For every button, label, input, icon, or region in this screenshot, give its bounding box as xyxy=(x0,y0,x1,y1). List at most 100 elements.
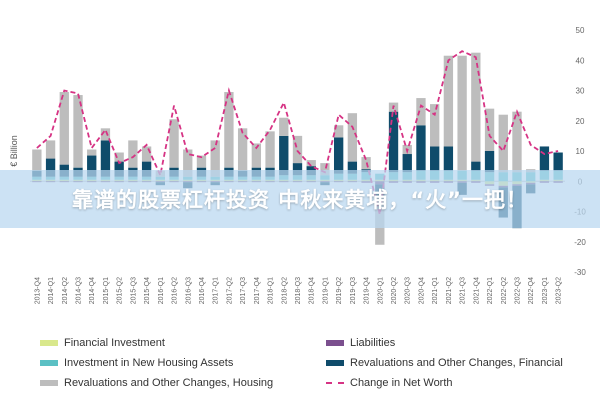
x-tick-label: 2019-Q1 xyxy=(322,277,329,304)
stacked-bar-chart: -30-20-1001020304050€ Billion2013-Q42014… xyxy=(9,26,586,304)
overlay-banner xyxy=(0,170,600,228)
x-tick-label: 2018-Q1 xyxy=(268,277,275,304)
legend-item-investment-new-housing: Investment in New Housing Assets xyxy=(40,357,233,369)
bar-revaluations-and-other-changes-housing xyxy=(416,98,426,126)
legend-swatch xyxy=(40,380,58,387)
x-tick-label: 2018-Q2 xyxy=(281,277,288,304)
x-tick-label: 2019-Q4 xyxy=(364,277,371,304)
x-tick-label: 2014-Q4 xyxy=(89,277,96,304)
x-tick-label: 2018-Q3 xyxy=(295,277,302,304)
x-tick-label: 2017-Q3 xyxy=(240,277,247,304)
bar-revaluations-and-other-changes-housing xyxy=(457,55,467,171)
y-tick-label: 40 xyxy=(576,56,585,65)
legend-item-liabilities: Liabilities xyxy=(326,337,395,349)
legend-swatch xyxy=(326,360,344,367)
bar-revaluations-and-other-changes-housing xyxy=(292,135,303,164)
y-axis-label: € Billion xyxy=(9,135,19,167)
bar-revaluations-and-other-changes-housing xyxy=(45,140,56,159)
bar-revaluations-and-other-changes-financial xyxy=(347,161,358,174)
bar-revaluations-and-other-changes-housing xyxy=(237,128,248,171)
bar-revaluations-and-other-changes-housing xyxy=(128,140,138,168)
y-tick-label: 30 xyxy=(576,87,585,96)
x-tick-label: 2015-Q1 xyxy=(103,277,110,304)
x-tick-label: 2015-Q4 xyxy=(144,277,151,304)
x-tick-label: 2016-Q4 xyxy=(199,277,206,304)
bar-revaluations-and-other-changes-financial xyxy=(388,111,399,173)
x-tick-label: 2021-Q2 xyxy=(446,277,453,304)
x-tick-label: 2016-Q1 xyxy=(158,277,165,304)
bar-revaluations-and-other-changes-housing xyxy=(333,125,344,138)
x-tick-label: 2016-Q2 xyxy=(172,277,179,304)
x-tick-label: 2021-Q4 xyxy=(473,277,480,304)
bar-revaluations-and-other-changes-financial xyxy=(141,161,152,177)
bar-revaluations-and-other-changes-housing xyxy=(279,117,289,136)
legend-label: Financial Investment xyxy=(64,337,165,349)
x-tick-label: 2015-Q3 xyxy=(130,277,137,304)
bar-revaluations-and-other-changes-housing xyxy=(73,95,83,168)
legend-item-change-net-worth: Change in Net Worth xyxy=(326,377,453,389)
x-tick-label: 2014-Q3 xyxy=(76,277,83,304)
x-tick-label: 2022-Q3 xyxy=(514,277,521,304)
bar-revaluations-and-other-changes-financial xyxy=(100,140,111,177)
bar-revaluations-and-other-changes-financial xyxy=(114,161,124,177)
bar-revaluations-and-other-changes-housing xyxy=(320,163,330,176)
legend-label: Change in Net Worth xyxy=(350,377,453,389)
bar-revaluations-and-other-changes-housing xyxy=(141,146,152,162)
bar-revaluations-and-other-changes-housing xyxy=(196,155,207,168)
x-tick-label: 2021-Q3 xyxy=(460,277,467,304)
legend-item-revaluations-housing: Revaluations and Other Changes, Housing xyxy=(40,377,273,389)
x-tick-label: 2022-Q1 xyxy=(487,277,494,304)
legend-swatch xyxy=(40,360,58,367)
x-tick-label: 2014-Q1 xyxy=(48,277,55,304)
bar-revaluations-and-other-changes-financial xyxy=(443,146,454,171)
bar-revaluations-and-other-changes-financial xyxy=(471,161,481,171)
x-tick-label: 2017-Q4 xyxy=(254,277,261,304)
legend-swatch xyxy=(326,340,344,347)
bar-revaluations-and-other-changes-housing xyxy=(169,119,179,168)
bar-revaluations-and-other-changes-housing xyxy=(306,160,316,167)
x-tick-label: 2019-Q3 xyxy=(350,277,357,304)
bar-revaluations-and-other-changes-housing xyxy=(251,143,262,168)
bar-revaluations-and-other-changes-housing xyxy=(87,149,97,156)
bar-revaluations-and-other-changes-housing xyxy=(347,113,358,162)
bar-revaluations-and-other-changes-financial xyxy=(553,152,563,171)
bar-revaluations-and-other-changes-financial xyxy=(484,151,495,173)
x-tick-label: 2020-Q2 xyxy=(391,277,398,304)
x-tick-label: 2020-Q4 xyxy=(418,277,425,304)
legend-swatch xyxy=(40,340,58,347)
x-tick-label: 2020-Q1 xyxy=(377,277,384,304)
bar-revaluations-and-other-changes-financial xyxy=(292,163,303,176)
bar-revaluations-and-other-changes-financial xyxy=(279,135,289,176)
bar-revaluations-and-other-changes-financial xyxy=(402,154,412,173)
bar-revaluations-and-other-changes-financial xyxy=(87,155,97,177)
legend-item-financial-investment: Financial Investment xyxy=(40,337,165,349)
legend-label: Revaluations and Other Changes, Housing xyxy=(64,377,274,389)
bar-revaluations-and-other-changes-housing xyxy=(512,111,522,173)
bar-revaluations-and-other-changes-housing xyxy=(32,149,42,171)
x-tick-label: 2014-Q2 xyxy=(62,277,69,304)
x-tick-label: 2013-Q4 xyxy=(34,277,41,304)
x-tick-label: 2019-Q2 xyxy=(336,277,343,304)
bar-revaluations-and-other-changes-financial xyxy=(539,146,550,171)
y-tick-label: 50 xyxy=(576,26,585,35)
bar-revaluations-and-other-changes-housing xyxy=(430,104,440,147)
bar-revaluations-and-other-changes-housing xyxy=(183,149,193,177)
bar-revaluations-and-other-changes-housing xyxy=(443,55,454,147)
legend-label: Investment in New Housing Assets xyxy=(64,357,234,369)
bar-revaluations-and-other-changes-housing xyxy=(100,128,111,141)
bar-revaluations-and-other-changes-financial xyxy=(430,146,440,171)
bar-revaluations-and-other-changes-housing xyxy=(114,152,124,162)
bar-revaluations-and-other-changes-housing xyxy=(265,131,275,168)
bar-revaluations-and-other-changes-housing xyxy=(498,114,508,173)
legend-dash-line xyxy=(326,382,344,385)
x-tick-label: 2017-Q1 xyxy=(213,277,220,304)
x-tick-label: 2022-Q4 xyxy=(528,277,535,304)
bar-revaluations-and-other-changes-housing xyxy=(59,92,69,165)
x-tick-label: 2020-Q3 xyxy=(405,277,412,304)
bar-revaluations-and-other-changes-housing xyxy=(471,52,481,162)
y-tick-label: 10 xyxy=(576,147,585,156)
line-change-in-net-worth xyxy=(36,50,559,215)
bar-revaluations-and-other-changes-housing xyxy=(210,140,220,177)
x-tick-label: 2023-Q2 xyxy=(556,277,563,304)
